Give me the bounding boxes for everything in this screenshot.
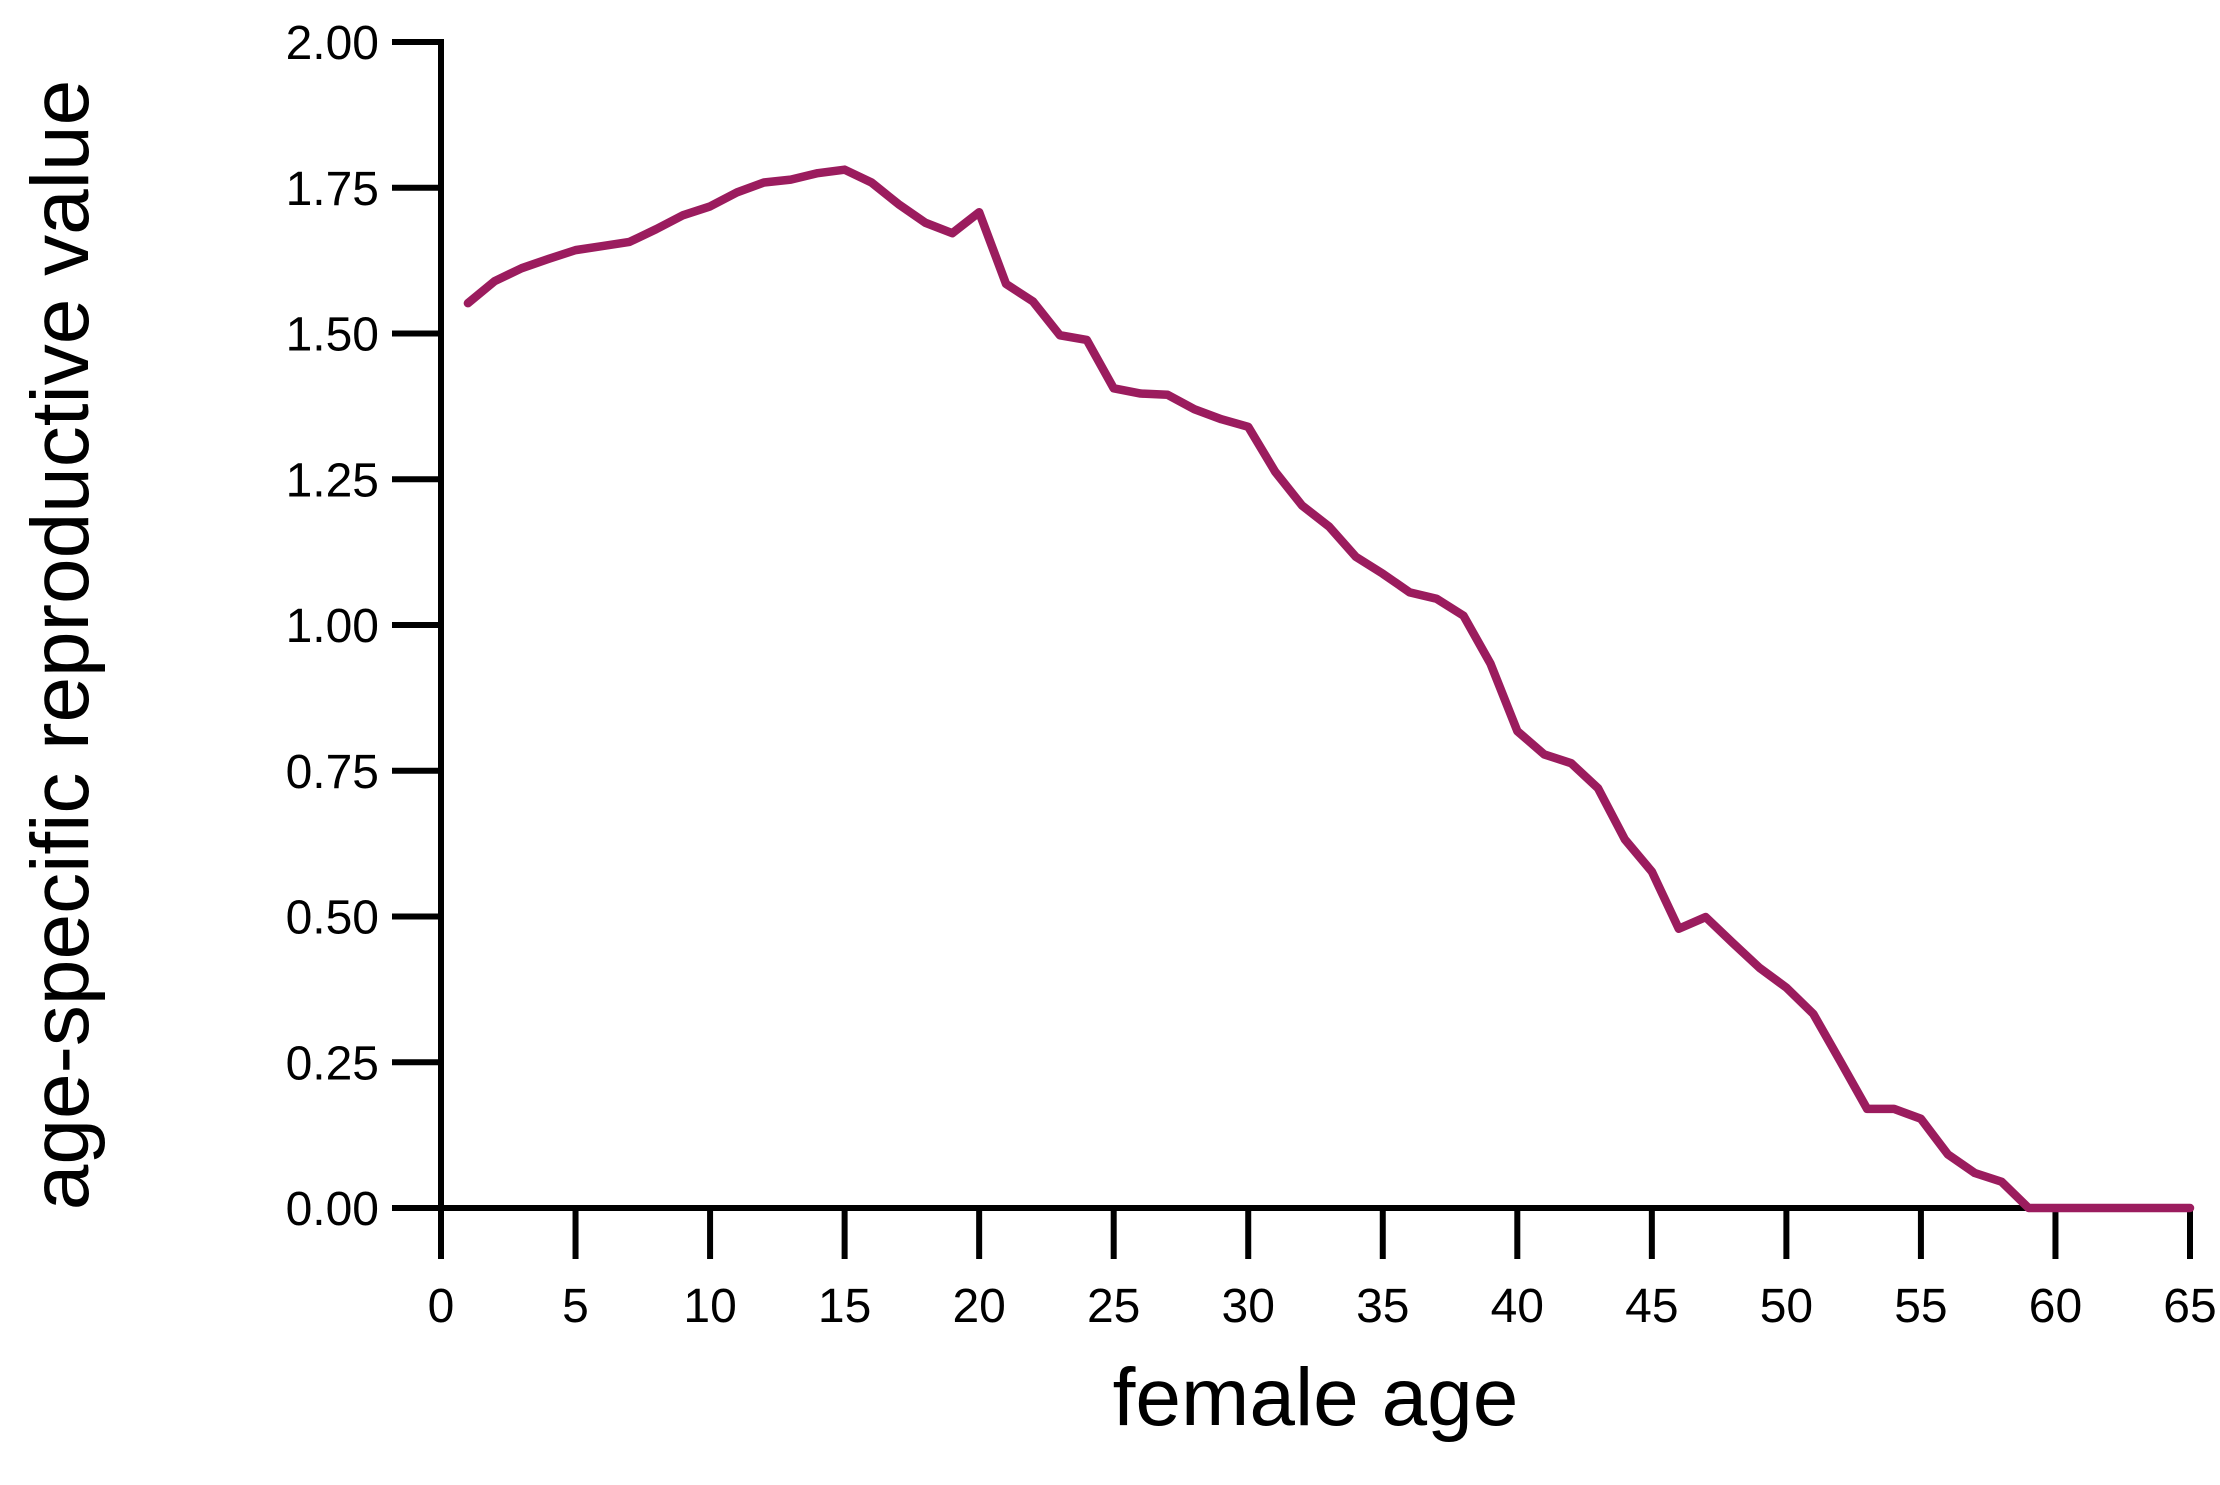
x-tick-label: 25 — [1087, 1280, 1140, 1333]
x-tick-label: 30 — [1222, 1280, 1275, 1333]
y-tick-label: 1.25 — [286, 454, 379, 507]
x-tick-label: 45 — [1625, 1280, 1678, 1333]
x-tick-label: 0 — [428, 1280, 455, 1333]
series-line — [463, 165, 2195, 1213]
y-tick-label: 2.00 — [286, 17, 379, 70]
y-tick-label: 0.50 — [286, 892, 379, 945]
x-tick-label: 5 — [562, 1280, 589, 1333]
x-tick-label: 50 — [1760, 1280, 1813, 1333]
series — [463, 165, 2195, 1213]
x-tick-label: 55 — [1894, 1280, 1947, 1333]
x-ticks: 0 5 10 15 20 25 30 35 40 45 50 55 60 65 — [428, 1205, 2217, 1333]
y-ticks: 0.00 0.25 0.50 0.75 1.00 1.25 1.50 1.75 2.00 — [286, 17, 444, 1236]
x-tick-label: 15 — [818, 1280, 871, 1333]
y-tick-label: 0.75 — [286, 746, 379, 799]
x-tick-label: 65 — [2163, 1280, 2216, 1333]
x-tick-label: 60 — [2029, 1280, 2082, 1333]
y-tick-label: 0.00 — [286, 1183, 379, 1236]
x-tick-label: 10 — [683, 1280, 736, 1333]
y-tick-label: 1.50 — [286, 309, 379, 362]
y-tick-label: 1.00 — [286, 600, 379, 653]
x-tick-label: 40 — [1491, 1280, 1544, 1333]
y-tick-label: 1.75 — [286, 163, 379, 216]
x-tick-label: 20 — [952, 1280, 1005, 1333]
y-axis-title: age-specific reproductive value — [15, 80, 106, 1210]
y-tick-label: 0.25 — [286, 1037, 379, 1090]
x-axis-title: female age — [1113, 1352, 1519, 1443]
x-tick-label: 35 — [1356, 1280, 1409, 1333]
axes — [438, 39, 2193, 1211]
